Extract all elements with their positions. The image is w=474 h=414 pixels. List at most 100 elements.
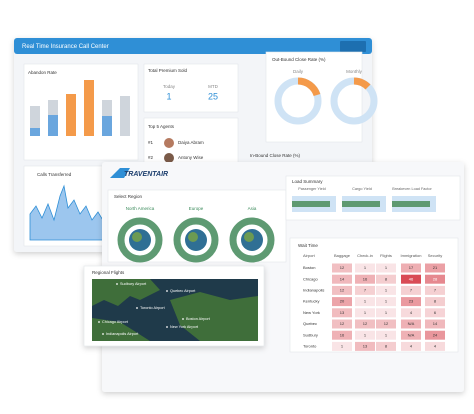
header-cell: Security [428, 253, 442, 258]
airport-cell: New York [303, 310, 320, 315]
land [92, 279, 258, 341]
heat-cell [425, 308, 445, 318]
airport-cell: Quebec [303, 321, 317, 326]
avatar [164, 153, 174, 163]
airport [102, 333, 104, 335]
heat-cell [401, 285, 421, 295]
value-cell: 8 [434, 299, 437, 304]
donut-ring [173, 217, 219, 263]
value-cell: 1 [385, 332, 388, 337]
map-labels: Sudbury Airport Quebec Airport Toronto Air… [98, 282, 211, 336]
value-cell: 1 [385, 310, 388, 315]
value-cell: 16 [340, 332, 345, 337]
airport-label: Chicago Airport [102, 320, 129, 324]
globe-land [132, 232, 142, 242]
value-cell: 24 [433, 332, 438, 337]
heat-cell [376, 263, 396, 273]
heat-cell [401, 297, 421, 307]
value-cell: 21 [433, 265, 438, 270]
load-bar [292, 201, 330, 207]
value-cell: 28 [433, 276, 438, 281]
airport-cell: Indianapolis [303, 287, 324, 292]
airport-label: Boston Airport [186, 317, 211, 321]
heat-cell [332, 319, 352, 329]
value-cell: N/A [408, 321, 415, 326]
value-cell: 14 [340, 276, 345, 281]
agent-name: Antony Wise [178, 155, 204, 160]
donuts [274, 77, 378, 125]
region-donuts: North America Europe Asia [117, 206, 275, 263]
heat-cell [355, 263, 375, 273]
heat-cell [425, 330, 445, 340]
airport [116, 283, 118, 285]
logo: TRAVENTAIR [124, 171, 168, 178]
heat-cell [355, 297, 375, 307]
airport [136, 307, 138, 309]
avatar [164, 138, 174, 148]
heat-cell [355, 330, 375, 340]
heat-cell [401, 341, 421, 351]
value-cell: 12 [340, 321, 345, 326]
label: MTD [208, 84, 218, 89]
value-cell: 12 [340, 265, 345, 270]
load-bar [342, 201, 380, 207]
card-title: Load Summary [292, 179, 323, 184]
value-cell: N/A [408, 332, 415, 337]
header-cell: Check-in [357, 253, 373, 258]
card-title: Top 5 Agents [148, 124, 175, 129]
region-label: Asia [248, 206, 257, 211]
globe-land [188, 232, 198, 242]
heat-cell [332, 274, 352, 284]
value-cell: 12 [384, 321, 389, 326]
wait-table: Airport Baggage Check-in Flights Immigration… [303, 253, 445, 351]
back-header [14, 38, 372, 54]
value-cell: 14 [433, 321, 438, 326]
heat-cell [401, 308, 421, 318]
value-cell: 1 [341, 343, 344, 348]
back-title: Real Time Insurance Call Center [22, 44, 109, 50]
airport-label: Sudbury Airport [120, 282, 147, 286]
airport-cell: Kentucky [303, 299, 319, 304]
heat-cell [355, 285, 375, 295]
load-label: Passenger Yield [298, 187, 325, 191]
value-cell: 6 [434, 310, 437, 315]
heat-cell [332, 285, 352, 295]
value-cell: 7 [364, 287, 367, 292]
heat-cell [425, 274, 445, 284]
abandon-card [23, 63, 139, 161]
airport-label: Toronto Airport [140, 306, 166, 310]
region-label: Europe [189, 206, 204, 211]
card-title: Calls Transferred [37, 172, 72, 177]
heat-cell [332, 263, 352, 273]
card-title: Wait Time [298, 243, 318, 248]
agent-name: Daiya Abram [178, 140, 204, 145]
heat-cell [332, 341, 352, 351]
calls-area [29, 184, 105, 241]
label: Today [163, 84, 176, 89]
card-title: Abandon Rate [28, 70, 57, 75]
value-cell: 17 [409, 265, 414, 270]
airport [98, 321, 100, 323]
value-cell: 16 [363, 276, 368, 281]
back-logo [340, 41, 366, 52]
card-title: In-Bound Close Rate (%) [250, 153, 301, 158]
value-cell: 8 [385, 276, 388, 281]
card-title: Select Region [114, 194, 143, 199]
heat-cell [401, 319, 421, 329]
airport-label: Quebec Airport [170, 289, 196, 293]
value-cell: 1 [385, 287, 388, 292]
value: 25 [208, 91, 218, 101]
value-cell: 13 [363, 343, 368, 348]
heat-cell [376, 319, 396, 329]
airport-cell: Boston [303, 265, 315, 270]
value-cell: 1 [364, 299, 367, 304]
heat-cell [332, 330, 352, 340]
value-cell: 4 [434, 343, 437, 348]
rank: #1 [148, 140, 154, 145]
value-cell: 13 [340, 310, 345, 315]
value-cell: 1 [364, 265, 367, 270]
abandon-bars [30, 80, 130, 136]
header-cell: Airport [303, 253, 316, 258]
heat-cell [332, 297, 352, 307]
